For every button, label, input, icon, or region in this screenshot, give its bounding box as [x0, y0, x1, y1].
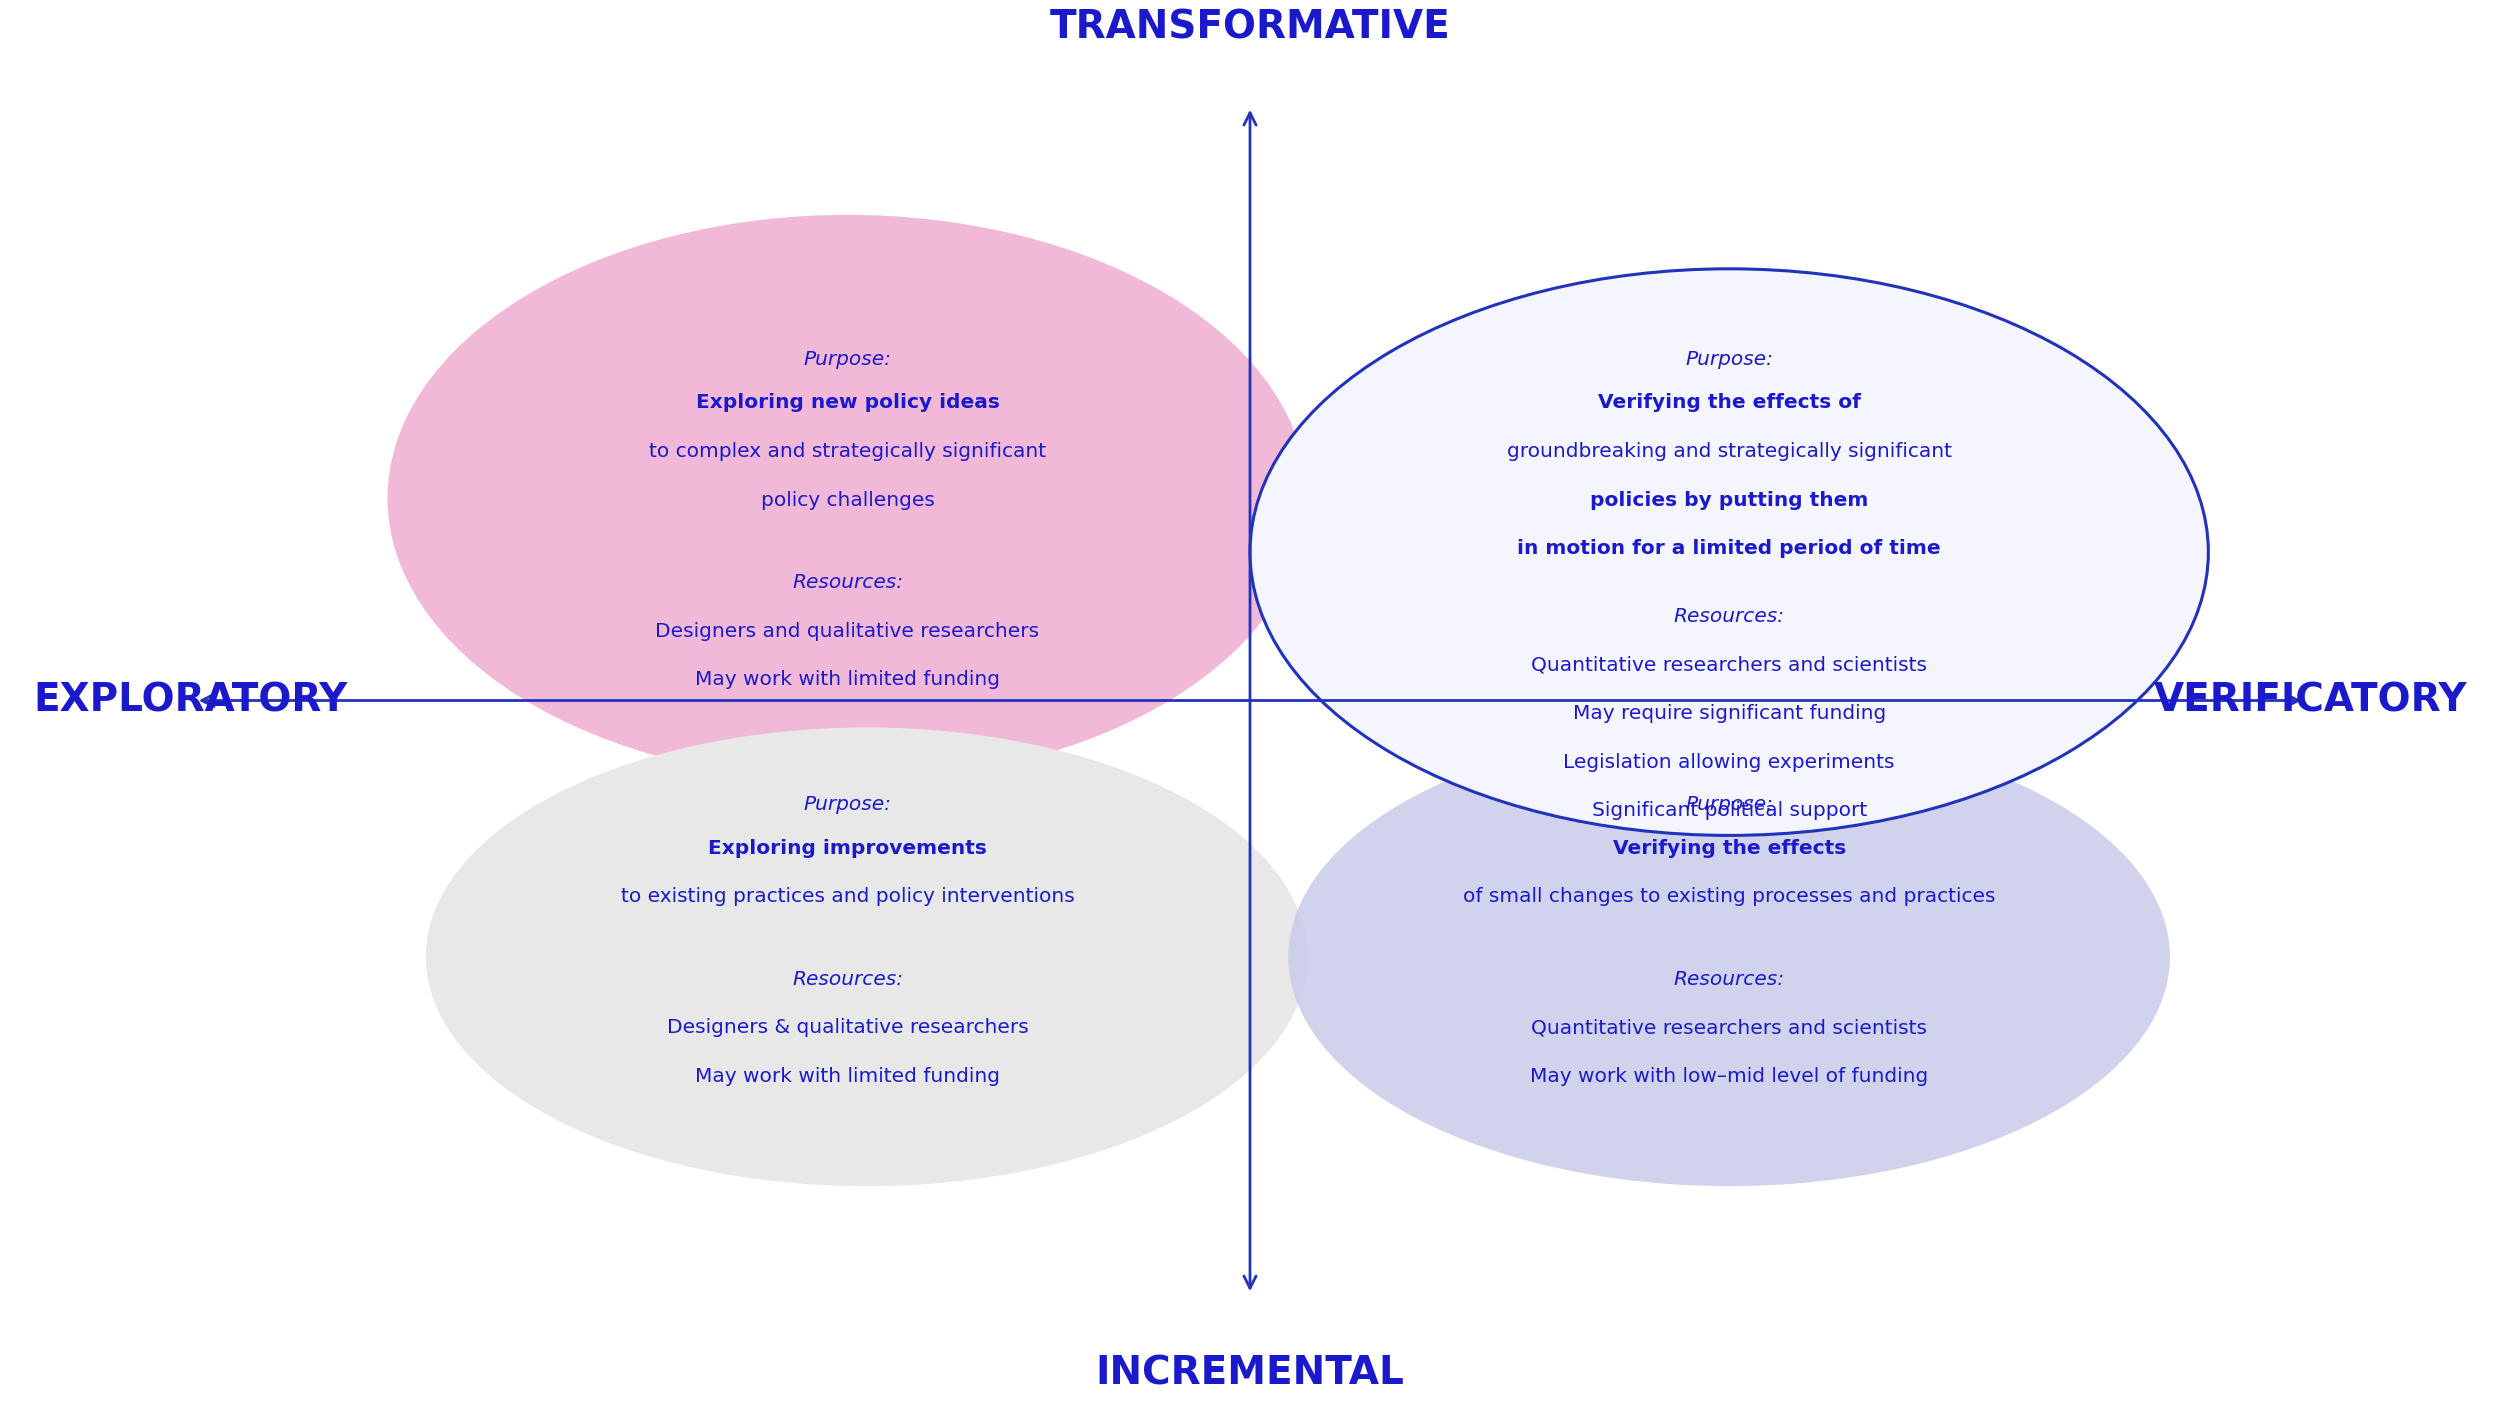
Text: INCREMENTAL: INCREMENTAL	[1095, 1355, 1405, 1393]
Text: to complex and strategically significant: to complex and strategically significant	[650, 443, 1045, 461]
Text: May work with limited funding: May work with limited funding	[695, 670, 1000, 689]
Text: Resources:: Resources:	[792, 573, 902, 593]
Text: Purpose:: Purpose:	[1685, 794, 1772, 814]
Text: Purpose:: Purpose:	[802, 350, 892, 368]
Text: policies by putting them: policies by putting them	[1590, 490, 1868, 510]
Text: in motion for a limited period of time: in motion for a limited period of time	[1518, 539, 1940, 558]
Ellipse shape	[388, 214, 1308, 782]
Text: Designers & qualitative researchers: Designers & qualitative researchers	[668, 1019, 1028, 1037]
Text: policy challenges: policy challenges	[760, 490, 935, 510]
Text: Quantitative researchers and scientists: Quantitative researchers and scientists	[1530, 656, 1928, 675]
Text: May work with low–mid level of funding: May work with low–mid level of funding	[1530, 1068, 1928, 1086]
Text: Purpose:: Purpose:	[802, 794, 892, 814]
Ellipse shape	[1250, 269, 2208, 835]
Text: Designers and qualitative researchers: Designers and qualitative researchers	[655, 622, 1040, 640]
Text: Quantitative researchers and scientists: Quantitative researchers and scientists	[1530, 1019, 1928, 1037]
Text: May require significant funding: May require significant funding	[1572, 705, 1885, 723]
Text: Resources:: Resources:	[1672, 607, 1785, 626]
Text: VERIFICATORY: VERIFICATORY	[2152, 681, 2468, 720]
Text: Resources:: Resources:	[792, 969, 902, 989]
Text: Purpose:: Purpose:	[1685, 350, 1772, 368]
Text: Significant political support: Significant political support	[1592, 801, 1868, 821]
Text: EXPLORATORY: EXPLORATORY	[32, 681, 348, 720]
Text: May work with limited funding: May work with limited funding	[695, 1068, 1000, 1086]
Text: Exploring new policy ideas: Exploring new policy ideas	[695, 394, 1000, 412]
Text: groundbreaking and strategically significant: groundbreaking and strategically signifi…	[1508, 443, 1952, 461]
Text: of small changes to existing processes and practices: of small changes to existing processes a…	[1462, 887, 1995, 906]
Text: Verifying the effects of: Verifying the effects of	[1598, 394, 1860, 412]
Text: Legislation allowing experiments: Legislation allowing experiments	[1562, 752, 1895, 772]
Text: Exploring improvements: Exploring improvements	[707, 839, 988, 857]
Text: TRANSFORMATIVE: TRANSFORMATIVE	[1050, 8, 1450, 46]
Text: to existing practices and policy interventions: to existing practices and policy interve…	[620, 887, 1075, 906]
Ellipse shape	[425, 727, 1308, 1187]
Ellipse shape	[1288, 727, 2170, 1187]
Text: Verifying the effects: Verifying the effects	[1612, 839, 1845, 857]
Text: Resources:: Resources:	[1672, 969, 1785, 989]
